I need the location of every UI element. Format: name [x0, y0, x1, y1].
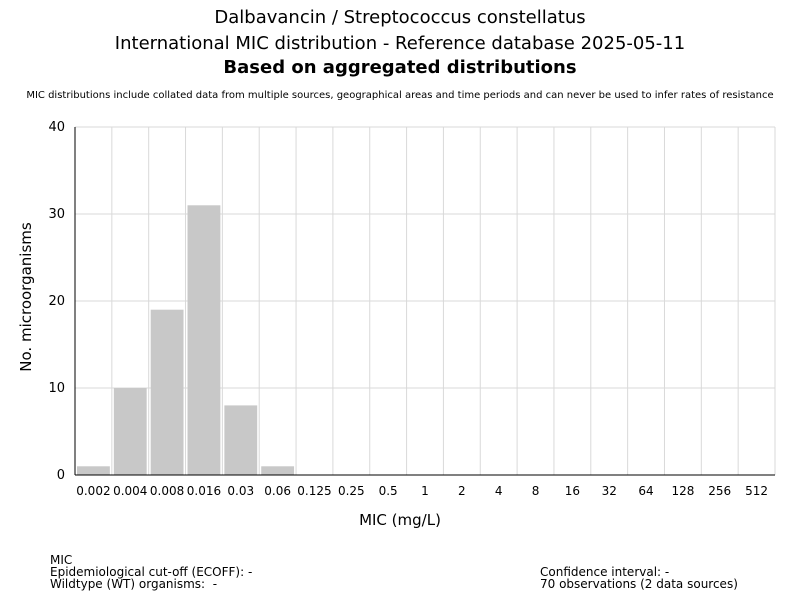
chart-title: Dalbavancin / Streptococcus constellatus	[214, 7, 586, 28]
chart-subtitle-bold: Based on aggregated distributions	[223, 57, 577, 78]
y-tick-label: 20	[48, 294, 65, 309]
y-tick-label: 0	[57, 468, 65, 483]
y-axis-title: No. microorganisms	[17, 222, 35, 372]
footer-left: MIC Epidemiological cut-off (ECOFF): - W…	[50, 554, 252, 590]
x-tick-label: 8	[532, 484, 540, 498]
x-tick-label: 256	[708, 484, 731, 498]
x-tick-label: 512	[745, 484, 768, 498]
x-tick-label: 0.016	[187, 484, 221, 498]
bar	[77, 466, 110, 475]
wildtype-text: Wildtype (WT) organisms: -	[50, 577, 218, 591]
ecoff-text: Epidemiological cut-off (ECOFF): -	[50, 565, 253, 579]
chart-subtitle: International MIC distribution - Referen…	[114, 33, 686, 54]
footer-right: Confidence interval: - 70 observations (…	[540, 566, 738, 590]
observations-text: 70 observations (2 data sources)	[540, 577, 738, 591]
x-tick-label: 64	[638, 484, 653, 498]
x-tick-label: 0.5	[379, 484, 398, 498]
x-tick-label: 0.03	[227, 484, 254, 498]
bar	[224, 405, 258, 475]
confidence-text: Confidence interval: -	[540, 565, 670, 579]
bar	[261, 466, 295, 475]
x-tick-label: 16	[565, 484, 580, 498]
x-tick-label: 0.25	[338, 484, 365, 498]
x-tick-label: 0.008	[150, 484, 184, 498]
x-tick-label: 0.004	[113, 484, 147, 498]
x-tick-label: 32	[602, 484, 617, 498]
disclaimer-note: MIC distributions include collated data …	[26, 90, 774, 101]
y-tick-label: 40	[48, 120, 65, 135]
bar	[150, 309, 184, 475]
bar	[113, 388, 147, 475]
x-tick-label: 0.002	[76, 484, 110, 498]
x-tick-label: 2	[458, 484, 466, 498]
x-tick-label: 128	[671, 484, 694, 498]
y-tick-label: 30	[48, 207, 65, 222]
x-tick-label: 0.125	[297, 484, 331, 498]
y-tick-label: 10	[48, 381, 65, 396]
x-tick-label: 4	[495, 484, 503, 498]
x-tick-label: 1	[421, 484, 429, 498]
x-axis-title: MIC (mg/L)	[359, 511, 441, 529]
mic-label: MIC	[50, 553, 73, 567]
x-tick-label: 0.06	[264, 484, 291, 498]
bar	[187, 205, 221, 476]
